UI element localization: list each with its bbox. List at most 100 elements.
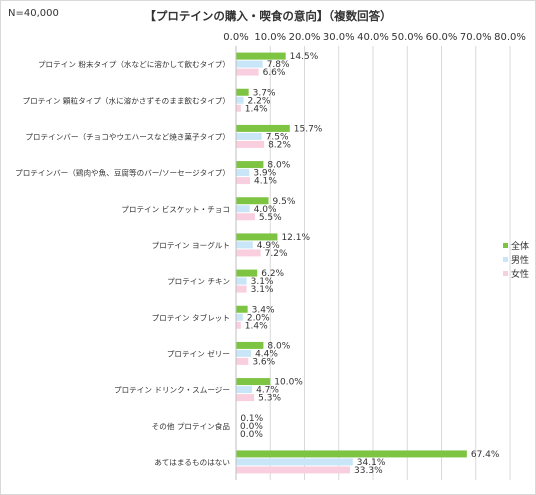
data-label: 8.2% — [268, 140, 291, 150]
bar-男性 — [236, 386, 253, 394]
bar-女性 — [236, 394, 255, 402]
data-label: 0.1% — [240, 414, 263, 424]
bar-女性 — [236, 357, 249, 365]
data-label: 7.2% — [265, 249, 288, 259]
data-label: 33.3% — [354, 466, 383, 476]
data-label: 9.5% — [273, 197, 296, 207]
category-label: プロテイン 粉末タイプ（水などに溶かして飲むタイプ） — [38, 59, 230, 69]
data-label: 10.0% — [274, 378, 303, 388]
data-label: 0.0% — [240, 430, 263, 440]
data-label: 4.0% — [254, 205, 277, 215]
data-label: 3.6% — [252, 357, 275, 367]
data-label: 7.8% — [267, 60, 290, 70]
x-tick-label: 20.0% — [289, 32, 321, 43]
bar-男性 — [236, 458, 353, 466]
data-label: 3.1% — [251, 285, 274, 295]
legend-item: 女性 — [503, 266, 529, 280]
bar-男性 — [236, 169, 250, 177]
x-tick-label: 50.0% — [391, 32, 423, 43]
category-label: プロテインバー（チョコやウエハースなど焼き菓子タイプ） — [25, 131, 230, 141]
data-label: 0.0% — [240, 422, 263, 432]
legend-item: 男性 — [503, 252, 529, 266]
data-label: 8.0% — [267, 161, 290, 171]
bar-女性 — [236, 213, 255, 221]
data-label: 5.5% — [259, 213, 282, 223]
x-tick-label: 60.0% — [426, 32, 458, 43]
x-tick-label: 10.0% — [254, 32, 286, 43]
x-tick-label: 40.0% — [357, 32, 389, 43]
bar-女性 — [236, 285, 247, 293]
data-label: 4.7% — [256, 386, 279, 396]
bar-全体 — [236, 197, 269, 205]
category-label: プロテイン チキン — [167, 277, 230, 286]
bar-全体 — [236, 305, 248, 313]
bar-女性 — [236, 249, 261, 257]
bar-女性 — [236, 140, 265, 148]
legend-swatch — [503, 242, 508, 248]
bar-女性 — [236, 68, 259, 76]
bar-男性 — [236, 277, 247, 285]
category-label: プロテイン タブレット — [152, 312, 230, 322]
data-label: 14.5% — [290, 52, 319, 62]
data-label: 67.4% — [471, 450, 500, 460]
category-label: プロテイン ビスケット・チョコ — [121, 205, 230, 214]
bar-男性 — [236, 60, 263, 68]
chart-legend: 全体 男性 女性 — [503, 238, 529, 280]
category-label: あてはまるものはない — [154, 458, 230, 467]
bar-男性 — [236, 241, 253, 249]
x-tick-label: 80.0% — [494, 32, 526, 43]
bar-全体 — [236, 450, 467, 458]
data-label: 1.4% — [245, 321, 268, 331]
data-label: 2.0% — [247, 313, 270, 323]
data-label: 6.6% — [263, 68, 286, 78]
category-label: その他 プロテイン食品 — [152, 421, 231, 431]
bar-全体 — [236, 341, 264, 349]
bar-男性 — [236, 132, 262, 140]
legend-swatch — [503, 256, 508, 262]
bar-全体 — [236, 161, 264, 169]
data-label: 3.9% — [253, 169, 276, 179]
bar-男性 — [236, 96, 244, 104]
bar-全体 — [236, 88, 249, 96]
data-label: 6.2% — [261, 269, 284, 279]
bar-全体 — [236, 269, 258, 277]
chart-title: 【プロテインの購入・喫食の意向】（複数回答） — [144, 9, 392, 23]
data-label: 15.7% — [294, 124, 323, 134]
bar-女性 — [236, 177, 251, 185]
bar-女性 — [236, 104, 241, 112]
category-label: プロテイン 顆粒タイプ（水に溶かさずそのまま飲むタイプ） — [23, 95, 230, 105]
data-label: 4.1% — [254, 177, 277, 187]
bar-女性 — [236, 466, 351, 474]
sample-size-label: N=40,000 — [8, 8, 59, 19]
x-tick-label: 70.0% — [460, 32, 492, 43]
legend-label: 女性 — [511, 269, 530, 280]
data-label: 7.5% — [266, 132, 289, 142]
bar-男性 — [236, 349, 252, 357]
bar-男性 — [236, 313, 243, 321]
category-label: プロテインバー（鶏肉や魚、豆腐等のバー/ソーセージタイプ） — [15, 168, 230, 178]
data-label: 2.2% — [248, 96, 271, 106]
category-label: プロテイン ドリンク・スムージー — [114, 386, 230, 395]
category-label: プロテイン ヨーグルト — [152, 240, 230, 250]
data-label: 12.1% — [281, 233, 310, 243]
data-label: 1.4% — [245, 104, 268, 114]
data-label: 4.9% — [257, 241, 280, 251]
legend-label: 男性 — [511, 255, 530, 266]
legend-label: 全体 — [511, 241, 530, 252]
x-tick-label: 0.0% — [223, 32, 248, 43]
data-label: 5.3% — [258, 394, 281, 404]
data-label: 4.4% — [255, 349, 278, 359]
data-label: 3.4% — [252, 305, 275, 315]
bar-男性 — [236, 205, 250, 213]
bar-女性 — [236, 321, 241, 329]
data-label: 34.1% — [357, 458, 386, 468]
data-label: 3.7% — [253, 88, 276, 98]
bar-全体 — [236, 378, 271, 386]
bar-全体 — [236, 233, 278, 241]
x-tick-label: 30.0% — [323, 32, 355, 43]
bar-全体 — [236, 52, 286, 60]
legend-swatch — [503, 270, 508, 276]
legend-item: 全体 — [503, 238, 529, 252]
category-label: プロテイン ゼリー — [167, 348, 230, 358]
